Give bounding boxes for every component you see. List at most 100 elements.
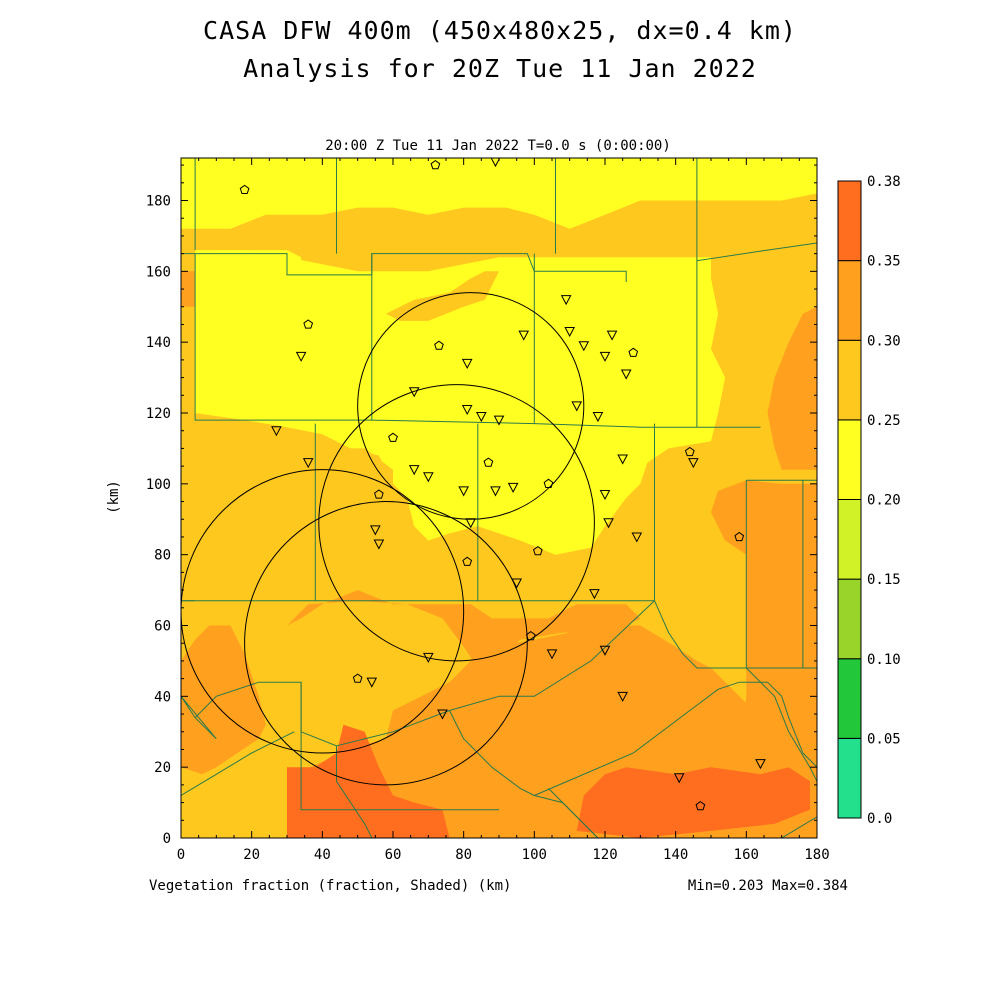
y-axis: 0 20 40 60 80 100 120 140 160 180 — [146, 164, 817, 847]
field-region-10 — [576, 767, 810, 838]
y-tick-label-9: 180 — [146, 194, 171, 210]
x-tick-label-6: 120 — [592, 847, 617, 863]
station-pentagon-11 — [734, 531, 745, 542]
station-triangle-25 — [603, 518, 614, 529]
x-tick-label-5: 100 — [522, 847, 547, 863]
footer-min-max: Min=0.203 Max=0.384 — [688, 878, 848, 894]
station-triangle-32 — [546, 649, 558, 660]
county-line-4 — [696, 158, 817, 262]
x-tick-label-3: 60 — [385, 847, 402, 863]
field-region-3 — [287, 590, 641, 668]
station-pentagon-13 — [525, 630, 536, 641]
station-triangle-27 — [370, 525, 381, 536]
station-triangle-40 — [295, 351, 307, 362]
field-region-5 — [767, 306, 817, 470]
station-triangle-38 — [755, 759, 766, 770]
x-tick-label-4: 80 — [455, 847, 472, 863]
y-tick-label-8: 160 — [146, 264, 171, 280]
station-pentagon-4 — [628, 347, 639, 357]
station-triangle-36 — [437, 709, 448, 720]
colorbar-label-5: 0.25 — [867, 413, 901, 429]
field-region-4 — [711, 480, 817, 761]
field-region-13 — [195, 250, 726, 555]
field-region-7 — [181, 271, 196, 307]
plot-subtitle: 20:00 Z Tue 11 Jan 2022 T=0.0 s (0:00:00… — [325, 138, 671, 154]
station-pentagon-1 — [430, 159, 441, 170]
station-triangle-22 — [507, 482, 519, 493]
station-triangle-20 — [458, 486, 469, 497]
station-pentagon-8 — [374, 489, 384, 499]
colorbar-swatch-3 — [837, 499, 862, 580]
station-pentagon-5 — [388, 432, 398, 442]
y-tick-label-1: 20 — [154, 760, 171, 776]
county-line-25 — [548, 788, 599, 838]
colorbar-swatch-0 — [837, 737, 862, 819]
station-triangle-26 — [631, 532, 643, 543]
station-triangle-11 — [493, 415, 505, 426]
station-triangle-13 — [592, 412, 604, 423]
station-triangle-21 — [490, 486, 501, 497]
county-boundaries — [181, 158, 817, 838]
station-triangle-33 — [599, 645, 611, 656]
field-region-2 — [181, 625, 266, 775]
county-line-22 — [336, 745, 373, 838]
station-pentagon-6 — [483, 457, 494, 467]
y-axis-label: (km) — [106, 480, 122, 514]
station-triangle-29 — [511, 578, 522, 589]
station-triangle-12 — [571, 401, 583, 412]
y-tick-label-0: 0 — [163, 831, 171, 847]
x-tick-label-2: 40 — [314, 847, 331, 863]
station-pentagon-2 — [303, 319, 314, 329]
colorbar-swatch-7 — [837, 180, 862, 262]
x-tick-label-1: 20 — [243, 847, 260, 863]
y-tick-label-5: 100 — [146, 477, 171, 493]
station-pentagon-15 — [695, 800, 706, 811]
station-triangle-8 — [408, 387, 420, 398]
colorbar-label-3: 0.15 — [867, 572, 901, 588]
station-triangle-35 — [617, 691, 628, 702]
county-line-17 — [181, 695, 217, 740]
station-triangle-0 — [560, 295, 572, 306]
field-region-12 — [181, 158, 817, 229]
station-pentagon-10 — [462, 556, 473, 566]
x-tick-label-8: 160 — [734, 847, 759, 863]
field-region-6 — [181, 668, 196, 732]
station-triangle-16 — [408, 465, 420, 476]
chart-title-line2: Analysis for 20Z Tue 11 Jan 2022 — [243, 54, 757, 83]
county-line-19 — [300, 682, 500, 747]
station-triangle-18 — [617, 454, 628, 465]
station-triangle-31 — [423, 652, 434, 663]
footer-variable-label: Vegetation fraction (fraction, Shaded) (… — [149, 878, 511, 894]
station-markers — [239, 158, 766, 811]
radar-ring-3 — [244, 501, 528, 786]
chart-title-line1: CASA DFW 400m (450x480x25, dx=0.4 km) — [203, 16, 797, 45]
x-tick-label-7: 140 — [663, 847, 688, 863]
station-triangle-15 — [302, 458, 314, 469]
county-line-13 — [654, 600, 817, 669]
x-tick-label-0: 0 — [177, 847, 185, 863]
county-line-24 — [534, 681, 817, 796]
station-triangle-2 — [564, 327, 575, 338]
plot-area — [181, 158, 817, 838]
colorbar-label-6: 0.30 — [867, 333, 901, 349]
station-triangle-39 — [490, 158, 501, 168]
station-triangle-9 — [461, 404, 473, 416]
station-triangle-30 — [589, 589, 600, 600]
colorbar-label-0: 0.0 — [867, 811, 892, 827]
county-line-27 — [781, 816, 817, 838]
x-axis: 0 20 40 60 80 100 120 140 160 180 — [177, 158, 830, 863]
station-triangle-23 — [599, 489, 611, 501]
county-line-21 — [181, 731, 295, 796]
station-triangle-37 — [673, 773, 685, 784]
station-triangle-34 — [366, 677, 378, 688]
station-triangle-1 — [518, 330, 530, 341]
radar-ring-1 — [318, 384, 595, 662]
colorbar-label-2: 0.10 — [867, 652, 901, 668]
county-line-26 — [745, 667, 817, 782]
y-tick-label-7: 140 — [146, 335, 171, 351]
colorbar-swatch-5 — [837, 339, 862, 421]
station-triangle-28 — [373, 539, 385, 550]
colorbar-label-1: 0.05 — [867, 731, 901, 747]
